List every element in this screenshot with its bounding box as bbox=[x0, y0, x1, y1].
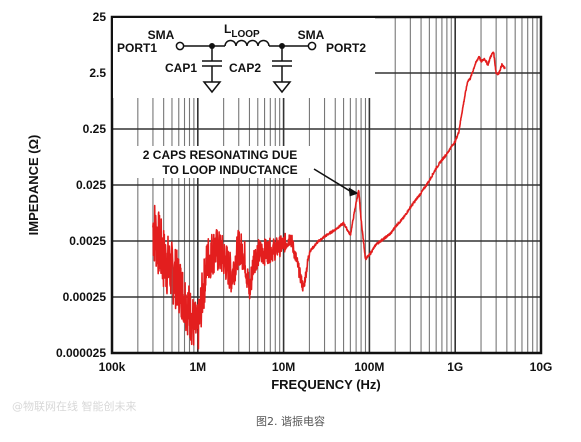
schematic-inset: SMA PORT1 SMA PORT2 LLOOP CAP1 CAP2 bbox=[117, 22, 366, 94]
y-tick-labels: 25 2.5 0.25 0.025 0.0025 0.00025 0.000025 bbox=[56, 10, 106, 360]
schematic-port2-terminal bbox=[307, 41, 317, 51]
schematic-cap1-label: CAP1 bbox=[165, 61, 197, 75]
plot-area-frame bbox=[110, 15, 543, 355]
annotation-arrow-line bbox=[313, 168, 352, 193]
watermark: @物联网在线 智能创未来 bbox=[12, 400, 137, 413]
x-tick-labels: 100k 1M 10M 100M 1G 10G bbox=[99, 360, 553, 374]
schematic-sma-left-label: SMA bbox=[148, 28, 175, 42]
schematic-inductor-label-main: L bbox=[224, 22, 231, 36]
annotation-line-1: 2 CAPS RESONATING DUE bbox=[143, 148, 297, 162]
annotation-line-2: TO LOOP INDUCTANCE bbox=[162, 163, 297, 177]
y-tick-label: 0.00025 bbox=[63, 290, 107, 304]
x-tick-label: 1G bbox=[447, 360, 463, 374]
schematic-inductor-label-sub: LOOP bbox=[231, 29, 260, 40]
annotation-background bbox=[128, 146, 312, 178]
x-tick-label: 100k bbox=[99, 360, 126, 374]
figure-caption: 图2. 谐振电容 bbox=[256, 415, 325, 428]
y-axis-title: IMPEDANCE (Ω) bbox=[26, 135, 41, 236]
x-tick-label: 1M bbox=[189, 360, 206, 374]
schematic-cap2-label: CAP2 bbox=[229, 61, 261, 75]
y-tick-label: 0.25 bbox=[83, 122, 107, 136]
schematic-inductor-label: LLOOP bbox=[224, 22, 260, 40]
y-tick-label: 25 bbox=[93, 10, 107, 24]
schematic-cap1-symbol bbox=[202, 46, 222, 94]
x-tick-label: 100M bbox=[354, 360, 384, 374]
impedance-series-line bbox=[152, 51, 506, 350]
schematic-inductor-coil bbox=[224, 39, 270, 47]
schematic-port2-label: PORT2 bbox=[326, 41, 366, 55]
x-tick-label: 10M bbox=[272, 360, 295, 374]
y-tick-label: 0.000025 bbox=[56, 346, 106, 360]
schematic-cap2-symbol bbox=[272, 46, 292, 94]
schematic-port1-terminal bbox=[175, 41, 185, 51]
y-tick-label: 2.5 bbox=[89, 66, 106, 80]
schematic-background bbox=[113, 18, 375, 98]
annotation-arrow-head bbox=[348, 187, 359, 197]
y-tick-label: 0.025 bbox=[76, 178, 106, 192]
y-tick-label: 0.0025 bbox=[69, 234, 106, 248]
x-axis-title: FREQUENCY (Hz) bbox=[271, 377, 381, 392]
schematic-port1-label: PORT1 bbox=[117, 41, 157, 55]
x-tick-label: 10G bbox=[530, 360, 553, 374]
schematic-sma-right-label: SMA bbox=[298, 28, 325, 42]
